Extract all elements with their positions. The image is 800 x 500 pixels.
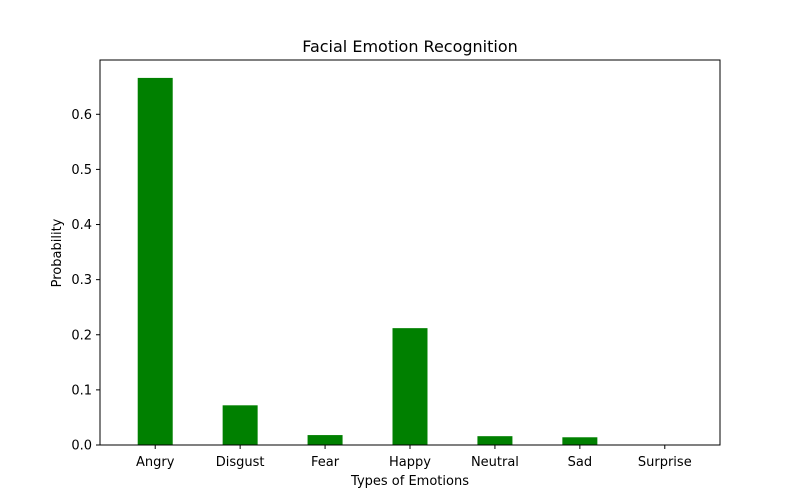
- y-axis-ticks: 0.0 0.1 0.2 0.3 0.4 0.5 0.6: [71, 108, 100, 454]
- y-tick-label: 0.5: [71, 163, 92, 178]
- x-tick-label: Sad: [568, 455, 592, 470]
- bar-neutral: [477, 436, 513, 445]
- bar-happy: [392, 328, 428, 445]
- x-tick-label: Neutral: [471, 455, 519, 470]
- bar-sad: [562, 437, 598, 445]
- x-tick-label: Happy: [389, 455, 431, 470]
- y-tick-label: 0.2: [71, 328, 92, 343]
- bar-fear: [307, 435, 343, 445]
- x-axis-ticks: Angry Disgust Fear Happy Neutral Sad Surprise: [136, 445, 692, 470]
- bars-group: [137, 77, 598, 445]
- x-tick-label: Angry: [136, 455, 175, 470]
- x-tick-label: Fear: [311, 455, 340, 470]
- y-tick-label: 0.4: [71, 218, 92, 233]
- bar-disgust: [222, 405, 258, 445]
- x-tick-label: Surprise: [638, 455, 692, 470]
- y-tick-label: 0.1: [71, 383, 92, 398]
- plot-frame: [99, 59, 721, 446]
- y-axis-label: Probability: [50, 218, 65, 287]
- chart-title: Facial Emotion Recognition: [302, 37, 518, 56]
- x-tick-label: Disgust: [216, 455, 265, 470]
- y-tick-label: 0.0: [71, 439, 92, 454]
- y-tick-label: 0.3: [71, 273, 92, 288]
- y-tick-label: 0.6: [71, 108, 92, 123]
- bar-angry: [137, 77, 173, 445]
- x-axis-label: Types of Emotions: [350, 474, 469, 489]
